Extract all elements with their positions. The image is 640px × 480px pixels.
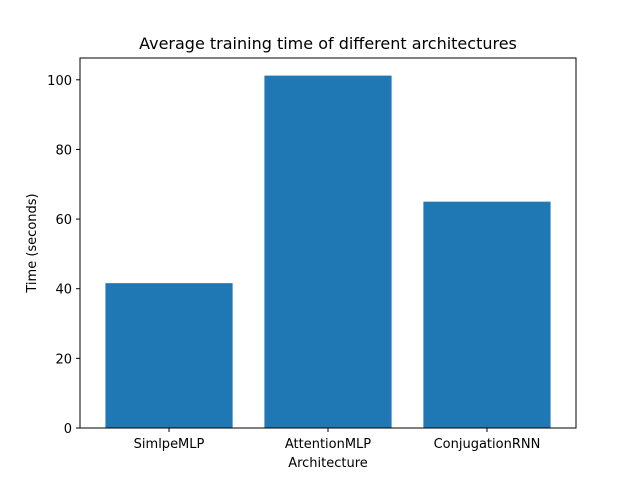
y-tick-label: 100: [47, 74, 72, 89]
plot-frame: [79, 57, 577, 429]
x-axis-ticks: SimlpeMLP AttentionMLP ConjugationRNN: [134, 428, 541, 452]
y-tick-label: 0: [64, 422, 72, 437]
chart-title: Average training time of different archi…: [139, 34, 517, 53]
y-tick-label: 80: [55, 143, 72, 158]
bar-simlpemlp: [105, 283, 233, 428]
y-tick-label: 60: [55, 213, 72, 228]
bar-conjugationrnn: [423, 201, 551, 428]
x-tick-label: ConjugationRNN: [434, 437, 541, 452]
y-tick-label: 40: [55, 283, 72, 298]
bars-group: [105, 75, 551, 428]
x-tick-label: AttentionMLP: [285, 437, 371, 452]
x-tick-label: SimlpeMLP: [134, 437, 205, 452]
y-axis-ticks: 0 20 40 60 80 100: [47, 74, 80, 437]
bar-attentionmlp: [264, 75, 392, 428]
y-axis-label: Time (seconds): [25, 193, 40, 293]
y-tick-label: 20: [55, 352, 72, 367]
x-axis-label: Architecture: [288, 456, 368, 471]
